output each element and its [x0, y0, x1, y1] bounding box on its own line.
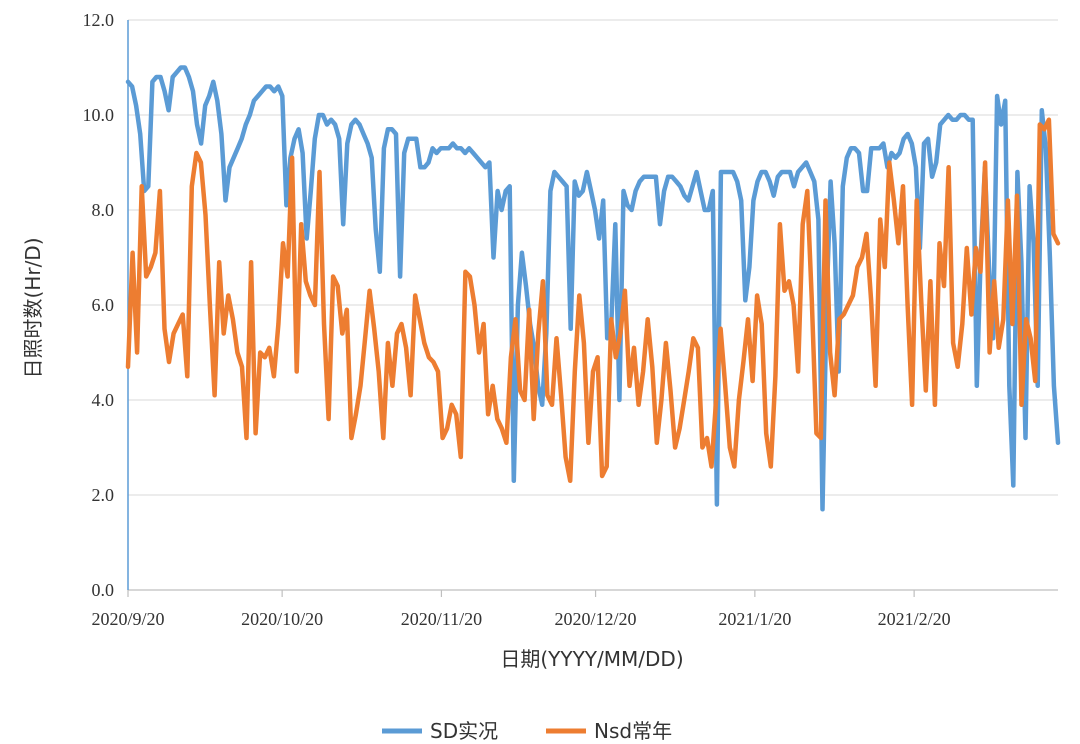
y-tick-label: 2.0 — [92, 485, 115, 505]
legend-label-1: SD实况 — [430, 719, 498, 743]
x-tick-label: 2020/11/20 — [401, 609, 482, 629]
y-tick-label: 12.0 — [83, 10, 115, 30]
axes — [127, 20, 1058, 591]
x-tick-label: 2020/10/20 — [241, 609, 323, 629]
y-tick-label: 0.0 — [92, 580, 115, 600]
x-tick-label: 2021/1/20 — [718, 609, 791, 629]
y-tick-label: 4.0 — [92, 390, 115, 410]
y-tick-label: 6.0 — [92, 295, 115, 315]
legend: SD实况 Nsd常年 — [382, 719, 672, 743]
y-tick-label: 10.0 — [83, 105, 115, 125]
x-tick-label: 2021/2/20 — [878, 609, 951, 629]
series-lines — [125, 65, 1061, 512]
legend-label-2: Nsd常年 — [594, 719, 672, 743]
y-tick-label: 8.0 — [92, 200, 115, 220]
x-tick-label: 2020/9/20 — [91, 609, 164, 629]
series-line-2 — [125, 117, 1061, 484]
y-axis-title: 日照时数(Hr/D) — [21, 237, 45, 378]
x-tick-label: 2020/12/20 — [555, 609, 637, 629]
series-line-1 — [125, 65, 1061, 512]
y-axis-ticks: 0.0 2.0 4.0 6.0 8.0 10.0 12.0 — [83, 10, 115, 600]
x-axis-ticks: 2020/9/20 2020/10/20 2020/11/20 2020/12/20 2… — [91, 590, 951, 629]
x-axis-title: 日期(YYYY/MM/DD) — [500, 647, 683, 671]
